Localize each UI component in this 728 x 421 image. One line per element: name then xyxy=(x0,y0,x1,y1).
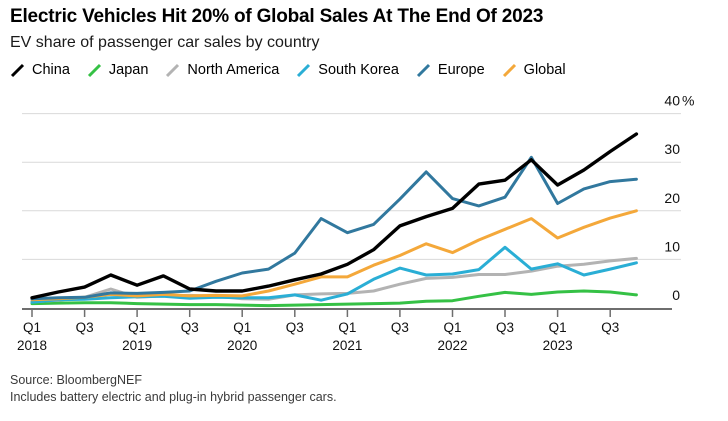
x-tick-label: Q1 xyxy=(443,320,461,335)
x-tick-year: 2019 xyxy=(122,338,152,353)
x-tick-year: 2021 xyxy=(332,338,362,353)
x-tick-year: 2022 xyxy=(437,338,467,353)
y-axis-label-20: 20 xyxy=(664,190,680,206)
legend-item-europe: Europe xyxy=(416,62,485,78)
legend-swatch-global xyxy=(502,63,516,77)
x-tick-year: 2020 xyxy=(227,338,257,353)
y-axis-label-10: 10 xyxy=(664,238,680,254)
y-axis-label-40: 40 xyxy=(664,93,680,109)
methodology-note: Includes battery electric and plug-in hy… xyxy=(10,390,337,404)
legend-label-global: Global xyxy=(523,62,566,78)
legend-swatch-north-america xyxy=(166,63,180,77)
legend-swatch-japan xyxy=(87,63,101,77)
legend-label-japan: Japan xyxy=(108,62,149,78)
series-line-china xyxy=(30,132,639,300)
y-axis-suffix: % xyxy=(682,93,694,109)
legend-label-north-america: North America xyxy=(187,62,280,78)
legend-item-south-korea: South Korea xyxy=(296,62,399,78)
x-tick-label: Q1 xyxy=(233,320,251,335)
y-axis-label-0: 0 xyxy=(672,287,680,303)
x-tick-label: Q1 xyxy=(128,320,146,335)
x-tick-label: Q3 xyxy=(76,320,94,335)
legend-swatch-europe xyxy=(416,63,430,77)
chart-subtitle: EV share of passenger car sales by count… xyxy=(10,34,320,51)
y-axis-label-30: 30 xyxy=(664,141,680,157)
x-tick-label: Q3 xyxy=(601,320,619,335)
legend: China Japan North America South Korea Europe… xyxy=(10,62,566,78)
legend-swatch-south-korea xyxy=(297,63,311,77)
x-tick-label: Q1 xyxy=(549,320,567,335)
x-tick-label: Q3 xyxy=(391,320,409,335)
legend-item-north-america: North America xyxy=(165,62,279,78)
legend-swatch-china xyxy=(10,63,25,77)
series-line-japan xyxy=(30,289,638,308)
legend-label-south-korea: South Korea xyxy=(318,62,399,78)
legend-label-china: China xyxy=(32,62,70,78)
x-tick-label: Q1 xyxy=(23,320,41,335)
legend-item-japan: Japan xyxy=(87,62,149,78)
x-tick-label: Q3 xyxy=(496,320,514,335)
x-tick-label: Q3 xyxy=(181,320,199,335)
x-tick-label: Q3 xyxy=(286,320,304,335)
x-tick-year: 2018 xyxy=(17,338,47,353)
legend-item-china: China xyxy=(10,62,70,78)
page-title: Electric Vehicles Hit 20% of Global Sale… xyxy=(10,6,544,27)
series-line-global xyxy=(30,209,638,302)
legend-label-europe: Europe xyxy=(437,62,485,78)
legend-item-global: Global xyxy=(502,62,566,78)
x-tick-year: 2023 xyxy=(543,338,573,353)
source-note: Source: BloombergNEF xyxy=(10,373,143,387)
x-tick-label: Q1 xyxy=(338,320,356,335)
